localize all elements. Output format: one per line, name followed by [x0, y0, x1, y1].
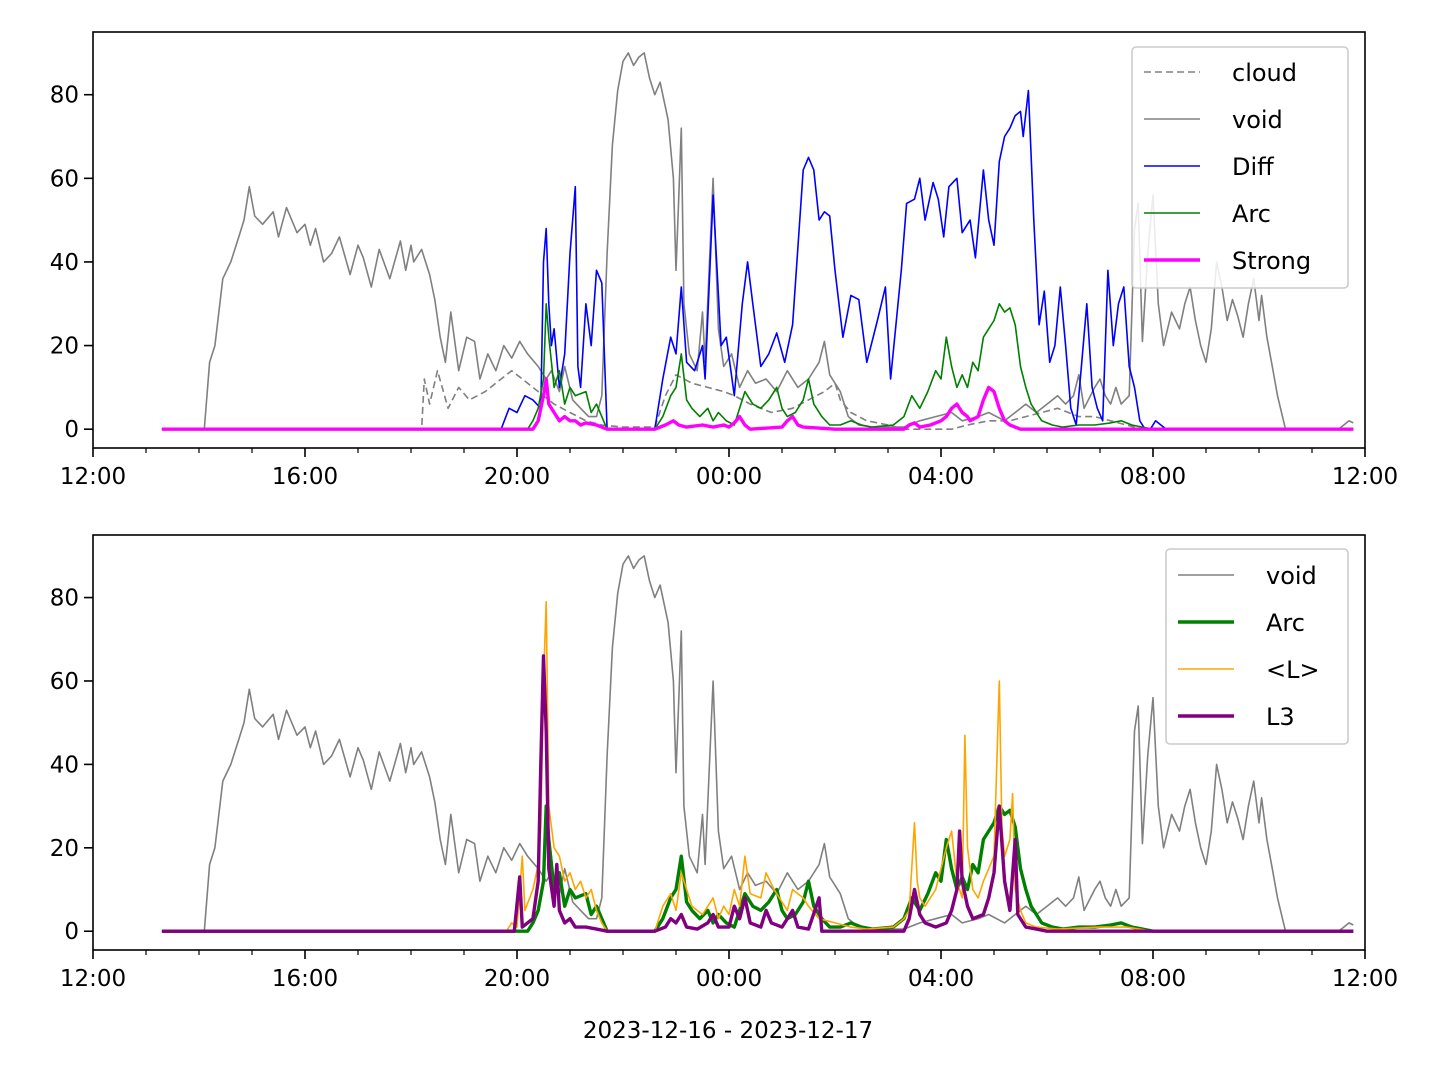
legend-label: <L>: [1266, 656, 1320, 684]
x-tick-label: 16:00: [272, 464, 338, 490]
x-tick-label: 12:00: [1332, 464, 1398, 490]
x-tick-label: 20:00: [484, 966, 550, 992]
y-tick-label: 0: [64, 417, 79, 443]
y-tick-label: 80: [50, 586, 79, 612]
series-line-1: [161, 52, 1354, 430]
legend-label: cloud: [1232, 59, 1297, 87]
series-line-3: [161, 654, 1354, 933]
series-line-2: [161, 600, 1354, 932]
legend-label: Arc: [1232, 200, 1271, 228]
legend-label: Arc: [1266, 609, 1305, 637]
legend-box: [1131, 46, 1349, 289]
x-tick-label: 04:00: [908, 966, 974, 992]
x-tick-label: 16:00: [272, 966, 338, 992]
series-line-3: [161, 303, 1354, 430]
y-tick-label: 60: [50, 166, 79, 192]
x-tick-label: 08:00: [1120, 966, 1186, 992]
series-line-0: [161, 369, 1153, 430]
x-tick-label: 12:00: [60, 966, 126, 992]
legend-label: void: [1266, 562, 1317, 590]
y-tick-label: 20: [50, 334, 79, 360]
y-tick-label: 60: [50, 669, 79, 695]
legend-label: void: [1232, 106, 1283, 134]
legend-label: Diff: [1232, 153, 1274, 181]
bottom-chart-panel: 12:00 16:00 20:00 00:00 04:00 08:00 12:00 0 20 40…: [50, 534, 1398, 992]
y-tick-label: 20: [50, 836, 79, 862]
series-line-0: [161, 555, 1354, 932]
legend: cloud void Diff Arc Strong: [1131, 46, 1349, 289]
x-tick-label: 00:00: [696, 464, 762, 490]
x-tick-label: 20:00: [484, 464, 550, 490]
legend-box: [1165, 548, 1349, 745]
y-tick-label: 80: [50, 83, 79, 109]
x-tick-label: 08:00: [1120, 464, 1186, 490]
y-tick-label: 40: [50, 752, 79, 778]
x-tick-label: 00:00: [696, 966, 762, 992]
y-tick-label: 0: [64, 919, 79, 945]
legend: void Arc <L> L3: [1165, 548, 1349, 745]
series-line-2: [161, 89, 1354, 430]
x-axis-label: 2023-12-16 - 2023-12-17: [583, 1018, 873, 1044]
legend-label: L3: [1266, 703, 1295, 731]
x-tick-label: 12:00: [60, 464, 126, 490]
top-chart-panel: 12:00 16:00 20:00 00:00 04:00 08:00 12:00 0 20 40…: [50, 31, 1398, 490]
legend-label: Strong: [1232, 247, 1311, 275]
x-tick-label: 12:00: [1332, 966, 1398, 992]
y-tick-label: 40: [50, 250, 79, 276]
series-line-4: [161, 377, 1354, 431]
x-tick-label: 04:00: [908, 464, 974, 490]
